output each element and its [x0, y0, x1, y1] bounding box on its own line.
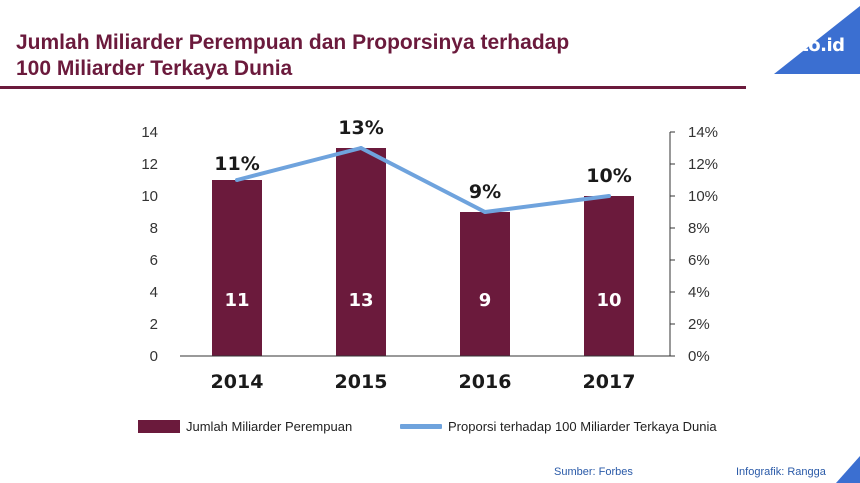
source-text: Sumber: Forbes: [554, 466, 633, 478]
corner-accent: [836, 456, 860, 483]
legend-line-swatch: [400, 423, 442, 429]
bar: [336, 148, 386, 356]
bar-value-label: 11: [224, 290, 249, 311]
bar-value-label: 13: [348, 290, 373, 311]
left-axis-tick-label: 8: [150, 220, 158, 237]
line-point: [483, 210, 487, 214]
line-value-label: 13%: [338, 117, 383, 139]
tirto-logo-icon: [774, 6, 860, 74]
left-axis-tick-label: 6: [150, 252, 158, 269]
line-point: [235, 178, 239, 182]
line-point: [607, 194, 611, 198]
category-label: 2016: [459, 371, 512, 393]
credit-text: Infografik: Rangga: [736, 466, 826, 478]
line-path: [236, 146, 610, 214]
title-divider: [0, 86, 746, 89]
legend-line-label: Proporsi terhadap 100 Miliarder Terkaya …: [448, 418, 717, 434]
chart-title-line-2: 100 Miliarder Terkaya Dunia: [16, 57, 293, 80]
right-axis-tick-label: 10%: [688, 188, 718, 205]
logo-text: tirto.id: [778, 35, 845, 56]
bar-value-label: 9: [479, 290, 492, 311]
bar: [584, 196, 634, 356]
right-axis-tick-label: 8%: [688, 220, 710, 237]
left-axis-tick-label: 12: [141, 156, 158, 173]
category-labels: 2014 2015 2016 2017: [211, 371, 636, 393]
right-axis-tick-label: 12%: [688, 156, 718, 173]
legend-bar-swatch: [138, 419, 180, 433]
right-axis-tick-label: 4%: [688, 284, 710, 301]
category-label: 2015: [335, 371, 388, 393]
left-axis-tick-label: 14: [141, 124, 158, 141]
bar: [460, 212, 510, 356]
left-axis-tick-label: 0: [150, 348, 158, 365]
legend-item-bar: Jumlah Miliarder Perempuan: [138, 416, 352, 436]
tirto-logo: tirto.id: [768, 0, 860, 74]
line-value-label: 10%: [586, 165, 631, 187]
left-axis-tick-label: 10: [141, 188, 158, 205]
category-label: 2017: [583, 371, 636, 393]
bar: [212, 180, 262, 356]
left-axis: 0 2 4 6 8 10 12 14: [141, 124, 158, 365]
line-point: [359, 146, 363, 150]
line-value-label: 9%: [469, 181, 501, 203]
left-axis-tick-label: 4: [150, 284, 158, 301]
bar-series: 11 13 9 10: [212, 148, 634, 356]
right-axis-tick-label: 2%: [688, 316, 710, 333]
right-axis-tick-label: 14%: [688, 124, 718, 141]
legend-bar-label: Jumlah Miliarder Perempuan: [186, 418, 353, 434]
line-series: 11% 13% 9% 10%: [214, 117, 632, 214]
right-axis: 0% 2% 4% 6% 8% 10% 12% 14%: [669, 124, 718, 365]
chart-title-line-1: Jumlah Miliarder Perempuan dan Proporsin…: [16, 31, 570, 54]
bar-value-label: 10: [596, 290, 621, 311]
chart-title: Jumlah Miliarder Perempuan dan Proporsin…: [16, 30, 569, 82]
line-value-label: 11%: [214, 153, 259, 175]
left-axis-tick-label: 2: [150, 316, 158, 333]
right-axis-tick-label: 0%: [688, 348, 710, 365]
legend-item-line: Proporsi terhadap 100 Miliarder Terkaya …: [400, 416, 717, 436]
category-label: 2014: [211, 371, 264, 393]
right-axis-tick-label: 6%: [688, 252, 710, 269]
